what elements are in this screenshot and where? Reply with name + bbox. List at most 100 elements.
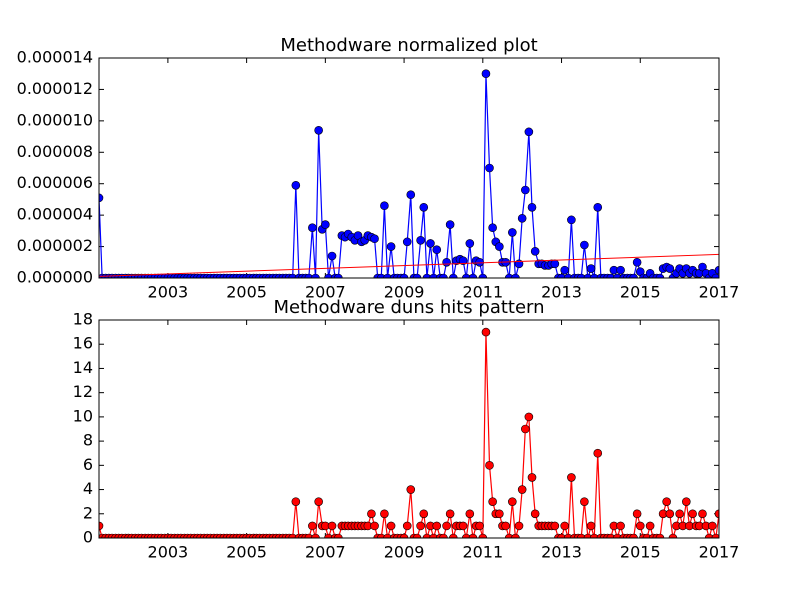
- data-point: [593, 448, 603, 458]
- x-tick-label: 2011: [462, 543, 503, 562]
- data-point: [442, 257, 451, 267]
- data-point: [380, 201, 389, 211]
- data-point: [613, 533, 622, 538]
- x-tick-label: 2017: [699, 283, 740, 302]
- data-point: [655, 273, 665, 278]
- x-tick-label: 2015: [620, 543, 661, 562]
- data-point: [308, 223, 317, 233]
- y-tick-label: 6: [83, 455, 93, 474]
- data-point: [576, 533, 586, 538]
- data-point: [288, 273, 297, 278]
- data-point: [632, 509, 642, 519]
- data-point: [383, 533, 392, 538]
- data-point: [635, 521, 645, 531]
- data-point: [429, 273, 438, 278]
- data-point: [606, 273, 616, 278]
- data-point: [521, 424, 530, 434]
- data-point: [458, 256, 468, 266]
- y-tick-label: 18: [73, 310, 93, 329]
- data-point: [445, 509, 455, 519]
- data-point: [514, 521, 524, 531]
- data-point: [291, 497, 301, 506]
- data-point: [402, 521, 412, 531]
- data-point: [485, 461, 494, 470]
- data-point: [583, 533, 593, 538]
- data-point: [704, 533, 714, 538]
- x-tick-label: 2015: [620, 283, 661, 302]
- data-point: [586, 264, 596, 273]
- data-point: [682, 497, 691, 506]
- data-point: [606, 533, 616, 538]
- y-tick-label: 0: [83, 528, 93, 547]
- y-tick-label: 14: [73, 358, 93, 377]
- x-tick-label: 2005: [226, 283, 267, 302]
- data-point: [416, 235, 425, 245]
- data-point: [311, 533, 320, 538]
- data-point: [291, 180, 301, 190]
- data-point: [386, 242, 396, 251]
- data-point: [495, 242, 504, 251]
- data-point: [557, 533, 566, 538]
- data-point: [475, 257, 484, 267]
- data-point: [448, 273, 458, 278]
- x-tick-label: 2003: [148, 543, 189, 562]
- data-point: [632, 257, 642, 267]
- y-tick-label: 16: [73, 334, 93, 353]
- data-point: [370, 521, 379, 531]
- data-point: [530, 509, 540, 519]
- data-point: [517, 213, 527, 223]
- data-point: [314, 125, 323, 135]
- data-point: [468, 533, 478, 538]
- data-point: [557, 273, 566, 278]
- y-tick-label: 0.000000: [17, 268, 93, 287]
- x-tick-label: 2005: [226, 543, 267, 562]
- x-tick-label: 2007: [305, 543, 346, 562]
- data-point: [422, 533, 432, 538]
- data-line: [99, 73, 719, 278]
- data-point: [468, 273, 478, 278]
- data-point: [422, 273, 432, 278]
- data-point: [580, 497, 589, 506]
- data-point: [485, 163, 494, 173]
- data-point: [563, 533, 573, 538]
- data-point: [399, 273, 409, 278]
- data-point: [426, 239, 435, 248]
- x-tick-label: 2013: [541, 543, 582, 562]
- data-point: [311, 273, 320, 278]
- chart-title: Methodware duns hits pattern: [273, 297, 544, 318]
- data-point: [714, 265, 719, 275]
- data-point: [668, 533, 678, 538]
- data-point: [711, 533, 719, 538]
- y-tick-label: 8: [83, 431, 93, 450]
- y-tick-label: 0.000010: [17, 110, 93, 129]
- data-point: [399, 533, 409, 538]
- data-point: [461, 273, 471, 278]
- data-point: [432, 245, 442, 255]
- x-tick-label: 2011: [462, 283, 503, 302]
- data-point: [429, 533, 438, 538]
- data-point: [576, 273, 586, 278]
- data-point: [511, 273, 520, 278]
- data-point: [324, 273, 333, 278]
- y-tick-label: 0.000008: [17, 142, 93, 161]
- data-point: [495, 509, 504, 519]
- data-point: [478, 533, 488, 538]
- data-point: [481, 69, 491, 79]
- data-point: [321, 220, 330, 229]
- data-point: [445, 220, 455, 229]
- data-point: [714, 509, 719, 519]
- x-tick-label: 2009: [384, 283, 425, 302]
- data-point: [439, 273, 448, 278]
- data-point: [488, 223, 497, 233]
- data-point: [711, 273, 719, 278]
- data-point: [442, 521, 451, 531]
- data-point: [334, 273, 343, 278]
- data-point: [580, 240, 589, 250]
- data-point: [324, 533, 333, 538]
- x-tick-label: 2009: [384, 543, 425, 562]
- x-tick-label: 2007: [305, 283, 346, 302]
- data-point: [383, 273, 392, 278]
- data-point: [406, 485, 416, 494]
- data-point: [376, 533, 386, 538]
- data-point: [560, 521, 569, 531]
